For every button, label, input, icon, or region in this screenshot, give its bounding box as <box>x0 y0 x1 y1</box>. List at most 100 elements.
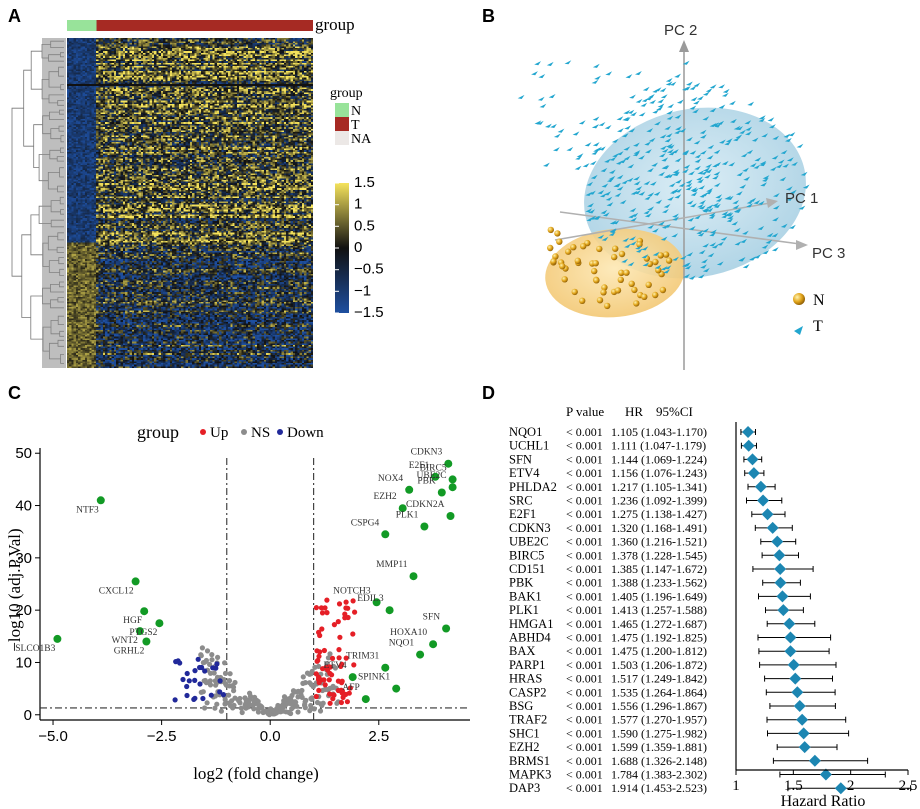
labeled-gene-point <box>446 512 455 520</box>
p-value: < 0.001 <box>566 576 603 590</box>
pca-point-t <box>653 191 661 196</box>
pca-point-t <box>727 215 734 220</box>
pca-point-t <box>697 203 704 208</box>
legend-swatch-na <box>335 131 349 145</box>
p-value: < 0.001 <box>566 699 603 713</box>
p-value: < 0.001 <box>566 644 603 658</box>
pca-point-t <box>659 87 667 92</box>
p-value: < 0.001 <box>566 439 603 453</box>
p-value: < 0.001 <box>566 754 603 768</box>
p-value: < 0.001 <box>566 617 603 631</box>
pca-point-t <box>780 150 788 154</box>
pca-point-t <box>682 60 690 65</box>
normal-ellipsoid <box>545 228 685 318</box>
pca-point-n <box>618 250 626 258</box>
pca-point-t <box>672 213 679 218</box>
pca-point-t <box>780 223 788 228</box>
ns-point <box>327 651 333 657</box>
labeled-gene-point <box>448 475 457 484</box>
pca-point-t <box>652 228 659 233</box>
ns-point <box>214 701 220 707</box>
pca-point-t <box>694 158 702 163</box>
pca-point-n <box>596 297 604 304</box>
p-value: < 0.001 <box>566 452 603 466</box>
up-point <box>352 609 358 615</box>
pca-point-t <box>712 175 719 180</box>
up-point <box>350 631 356 637</box>
pca-point-t <box>767 117 775 122</box>
hr-ci-text: 1.465 (1.272-1.687) <box>611 617 707 631</box>
colorbar: 1.5 1 0.5 0 −0.5 −1 −1.5 <box>335 174 384 321</box>
pca-point-t <box>789 224 796 229</box>
down-point <box>191 696 197 703</box>
legend-label-up: Up <box>210 425 228 441</box>
hr-ci-text: 1.556 (1.296-1.867) <box>611 699 707 713</box>
pca-point-t <box>665 78 673 82</box>
hr-marker <box>784 631 797 644</box>
pca-point-t <box>606 202 614 207</box>
pca-point-t <box>585 191 593 196</box>
pca-point-t <box>709 242 717 247</box>
labeled-gene-point <box>381 663 390 672</box>
up-point <box>350 598 356 604</box>
hr-marker <box>754 480 767 493</box>
pca-point-t <box>760 182 767 187</box>
pca-point-t <box>587 203 594 208</box>
pca-point-t <box>700 170 708 175</box>
pca-point-t <box>550 123 557 128</box>
gene-name: E2F1 <box>509 507 536 521</box>
ns-point <box>209 657 215 663</box>
labeled-gene-point <box>420 522 429 531</box>
pca-point-n <box>592 260 599 267</box>
pca-point-t <box>629 241 637 246</box>
legend-label-down: Down <box>287 425 324 441</box>
p-value: < 0.001 <box>566 425 603 439</box>
pca-point-t <box>624 125 631 130</box>
p-value: < 0.001 <box>566 658 603 672</box>
ns-point <box>261 708 267 715</box>
down-point <box>197 681 203 687</box>
x-axis-label: log2 (fold change) <box>193 764 319 783</box>
pca-point-t <box>693 140 701 145</box>
gene-label: SFN <box>423 613 441 623</box>
pca-point-n <box>559 263 566 270</box>
pca-point-t <box>713 171 721 176</box>
ns-point <box>227 703 234 709</box>
pca-point-t <box>679 128 687 133</box>
pca-point-n <box>665 257 673 264</box>
pca-point-t <box>537 96 545 101</box>
down-point <box>184 692 190 699</box>
pca-point-n <box>570 244 577 251</box>
pca-point-t <box>717 120 725 125</box>
pca-point-n <box>593 277 600 284</box>
pca-point-t <box>666 143 673 148</box>
pca-point-t <box>709 84 717 89</box>
legend-label-na: NA <box>351 132 372 147</box>
gene-label: MMP11 <box>376 560 408 570</box>
pca-point-t <box>663 203 671 208</box>
pca-point-t <box>642 86 650 91</box>
pca-point-t <box>566 147 574 151</box>
pc3-arrowhead <box>796 240 808 250</box>
pca-point-t <box>715 197 723 202</box>
labeled-gene-point <box>140 607 149 616</box>
pca-point-t <box>645 149 652 154</box>
pca-point-t <box>589 190 596 195</box>
down-point <box>197 664 203 671</box>
pca-point-t <box>713 182 721 187</box>
pca-point-t <box>621 133 629 138</box>
legend-title: group <box>137 422 179 442</box>
p-value: < 0.001 <box>566 535 603 549</box>
down-point <box>217 689 223 695</box>
pca-point-n <box>652 291 659 299</box>
hr-marker <box>774 576 787 589</box>
ns-point <box>299 687 305 694</box>
hr-marker <box>773 549 786 562</box>
pca-point-t <box>578 120 586 125</box>
pca-point-t <box>720 236 728 241</box>
pca-point-t <box>719 139 726 144</box>
pca-point-t <box>749 162 757 167</box>
gene-name: PARP1 <box>509 658 545 672</box>
pca-point-t <box>624 243 631 248</box>
